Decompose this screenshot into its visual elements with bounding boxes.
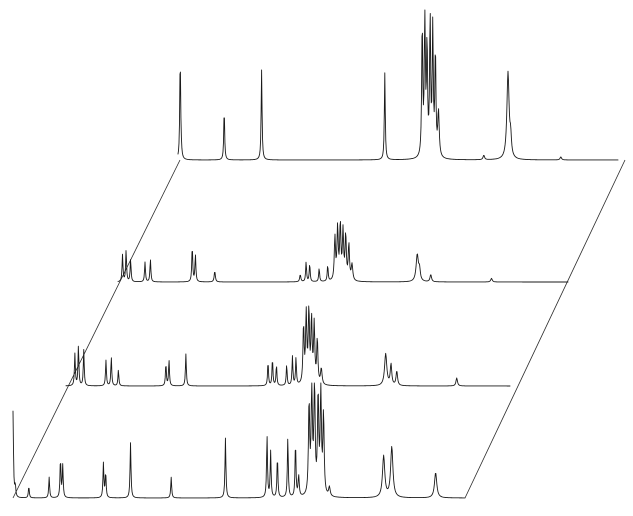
spectrum-trace-2 (117, 221, 569, 283)
diagonal-frame-left (12, 159, 181, 499)
spectrum-trace-1 (177, 9, 619, 161)
spectrum-trace-4 (12, 382, 466, 499)
spectra-traces (12, 9, 619, 499)
spectrum-trace-3 (65, 305, 511, 387)
diagonal-frame-right (464, 159, 626, 499)
